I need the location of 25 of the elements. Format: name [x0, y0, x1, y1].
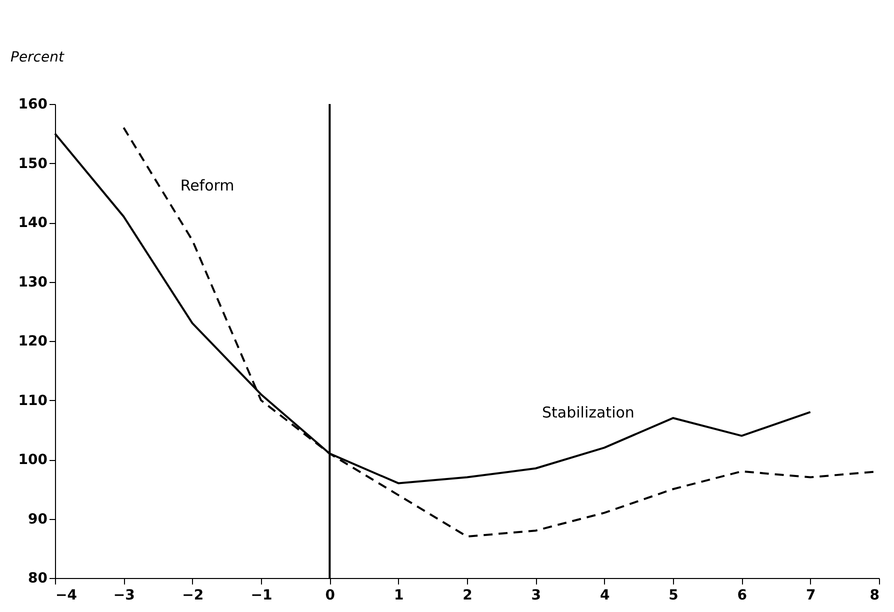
x-tick-label: 5 [668, 588, 678, 604]
x-tick-label: −4 [56, 588, 78, 604]
x-tick-label: 7 [806, 588, 816, 604]
y-tick-label: 120 [18, 334, 48, 350]
y-tick-label: 80 [28, 570, 48, 586]
x-tick-label: 3 [531, 588, 542, 604]
x-tick-label: 8 [870, 588, 880, 604]
y-tick-label: 150 [18, 156, 48, 172]
series-label: Reform [180, 176, 234, 194]
series-label: Stabilization [542, 403, 634, 422]
y-axis-title: Percent [10, 50, 64, 66]
x-tick-label: −2 [182, 588, 204, 604]
y-tick-label: 140 [18, 215, 48, 231]
y-tick-label: 160 [18, 96, 48, 112]
y-tick-label: 100 [18, 452, 48, 468]
x-tick-label: 0 [325, 588, 336, 604]
y-tick-label: 130 [18, 274, 48, 290]
x-tick-label: −1 [250, 588, 272, 604]
x-tick-label: −3 [113, 588, 135, 604]
x-tick-label: 1 [394, 588, 404, 604]
x-tick-label: 2 [462, 588, 472, 604]
y-tick-label: 90 [28, 511, 48, 528]
y-tick-label: 110 [18, 392, 48, 409]
x-tick-label: 6 [737, 588, 748, 604]
x-tick-label: 4 [600, 588, 610, 604]
